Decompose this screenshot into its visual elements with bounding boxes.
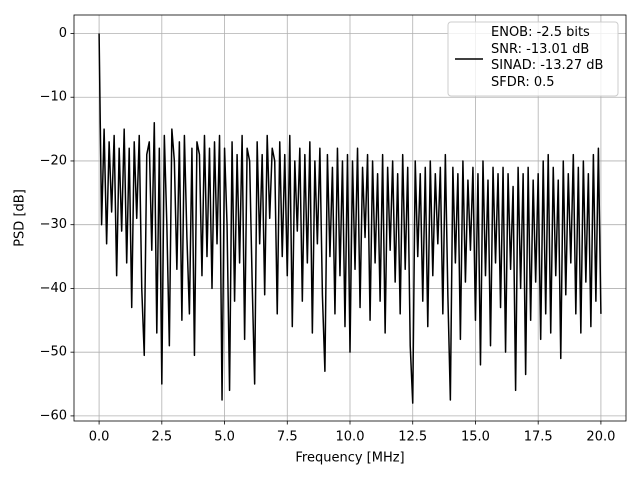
y-tick-label: −60 bbox=[40, 408, 67, 423]
x-tick-label: 10.0 bbox=[336, 430, 365, 445]
legend-box bbox=[447, 21, 619, 97]
y-tick-label: −40 bbox=[40, 281, 67, 296]
x-tick-label: 15.0 bbox=[461, 430, 490, 445]
y-tick-label: −30 bbox=[40, 217, 67, 232]
x-tick-label: 20.0 bbox=[586, 430, 615, 445]
x-tick-label: 7.5 bbox=[277, 430, 298, 445]
data-line bbox=[98, 33, 602, 404]
x-tick-label: 0.0 bbox=[89, 430, 110, 445]
x-tick-label: 12.5 bbox=[398, 430, 427, 445]
y-axis-label: PSD [dB] bbox=[13, 189, 28, 247]
y-tick-label: −20 bbox=[40, 153, 67, 168]
plot-frame bbox=[73, 14, 627, 422]
x-tick-label: 17.5 bbox=[524, 430, 553, 445]
y-tick-label: −10 bbox=[40, 90, 67, 105]
legend-entry: ENOB: -2.5 bits SNR: -13.01 dB SINAD: -1… bbox=[491, 25, 604, 90]
y-tick-label: −50 bbox=[40, 345, 67, 360]
legend: ENOB: -2.5 bits SNR: -13.01 dB SINAD: -1… bbox=[447, 21, 619, 97]
x-axis-label: Frequency [MHz] bbox=[295, 451, 404, 466]
legend-label: ENOB: -2.5 bits SNR: -13.01 dB SINAD: -1… bbox=[491, 25, 604, 90]
x-tick-label: 2.5 bbox=[151, 430, 172, 445]
x-tick-label: 5.0 bbox=[214, 430, 235, 445]
y-tick-label: 0 bbox=[59, 26, 67, 41]
